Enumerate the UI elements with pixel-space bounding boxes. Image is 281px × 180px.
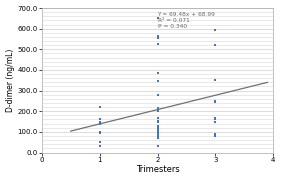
Text: Y = 69.48x + 68.99
R² = 0.071
P = 0.340: Y = 69.48x + 68.99 R² = 0.071 P = 0.340: [158, 12, 215, 29]
Point: [213, 44, 217, 47]
Point: [155, 128, 160, 131]
Point: [155, 110, 160, 113]
Point: [213, 135, 217, 138]
Y-axis label: D-dimer (ng/mL): D-dimer (ng/mL): [6, 49, 15, 112]
Point: [98, 106, 102, 109]
Point: [213, 120, 217, 123]
X-axis label: Trimesters: Trimesters: [136, 165, 179, 174]
Point: [98, 118, 102, 121]
Point: [155, 126, 160, 129]
Point: [155, 132, 160, 135]
Point: [98, 141, 102, 144]
Point: [155, 108, 160, 111]
Point: [98, 131, 102, 134]
Point: [155, 107, 160, 110]
Point: [155, 119, 160, 122]
Point: [213, 117, 217, 120]
Point: [155, 130, 160, 133]
Point: [155, 117, 160, 120]
Point: [155, 80, 160, 83]
Point: [213, 28, 217, 31]
Point: [213, 100, 217, 103]
Point: [155, 145, 160, 148]
Point: [155, 80, 160, 83]
Point: [98, 130, 102, 133]
Point: [155, 135, 160, 138]
Point: [98, 120, 102, 123]
Point: [155, 35, 160, 37]
Point: [155, 93, 160, 96]
Point: [155, 137, 160, 140]
Point: [155, 72, 160, 75]
Point: [155, 120, 160, 123]
Point: [213, 79, 217, 82]
Point: [155, 17, 160, 20]
Point: [98, 145, 102, 148]
Point: [213, 118, 217, 121]
Point: [155, 37, 160, 39]
Point: [213, 132, 217, 135]
Point: [98, 122, 102, 125]
Point: [155, 124, 160, 127]
Point: [213, 100, 217, 102]
Point: [155, 108, 160, 111]
Point: [155, 43, 160, 46]
